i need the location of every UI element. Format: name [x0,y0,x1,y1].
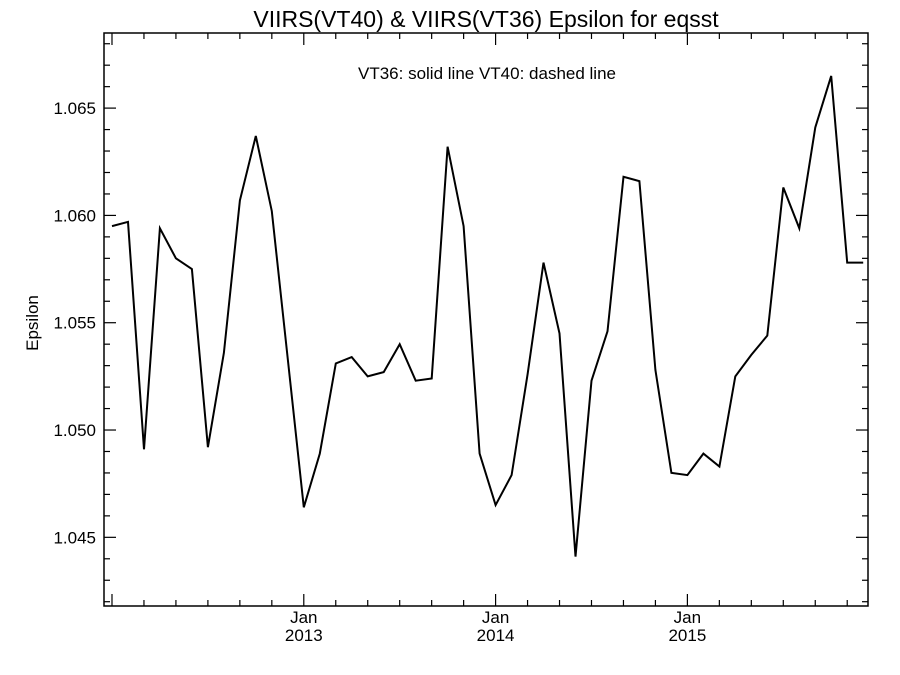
y-tick-label: 1.045 [53,528,96,547]
ticks-layer [104,33,868,606]
chart-title: VIIRS(VT40) & VIIRS(VT36) Epsilon for eq… [253,6,719,32]
x-tick-label-year: 2014 [477,626,515,645]
tick-labels-layer: 1.0451.0501.0551.0601.065Jan2013Jan2014J… [53,99,706,645]
x-tick-label-month: Jan [482,608,509,627]
series-layer [111,75,864,557]
x-tick-label-year: 2013 [285,626,323,645]
series-legend-annotation: VT36: solid line VT40: dashed line [358,64,616,83]
y-tick-label: 1.060 [53,206,96,225]
series-line-vt36 [111,75,864,557]
y-tick-label: 1.055 [53,314,96,333]
x-tick-label-month: Jan [674,608,701,627]
y-axis-label: Epsilon [23,295,42,351]
x-tick-label-year: 2015 [668,626,706,645]
y-tick-label: 1.065 [53,99,96,118]
x-tick-label-month: Jan [290,608,317,627]
y-tick-label: 1.050 [53,421,96,440]
plot-frame [103,32,869,607]
